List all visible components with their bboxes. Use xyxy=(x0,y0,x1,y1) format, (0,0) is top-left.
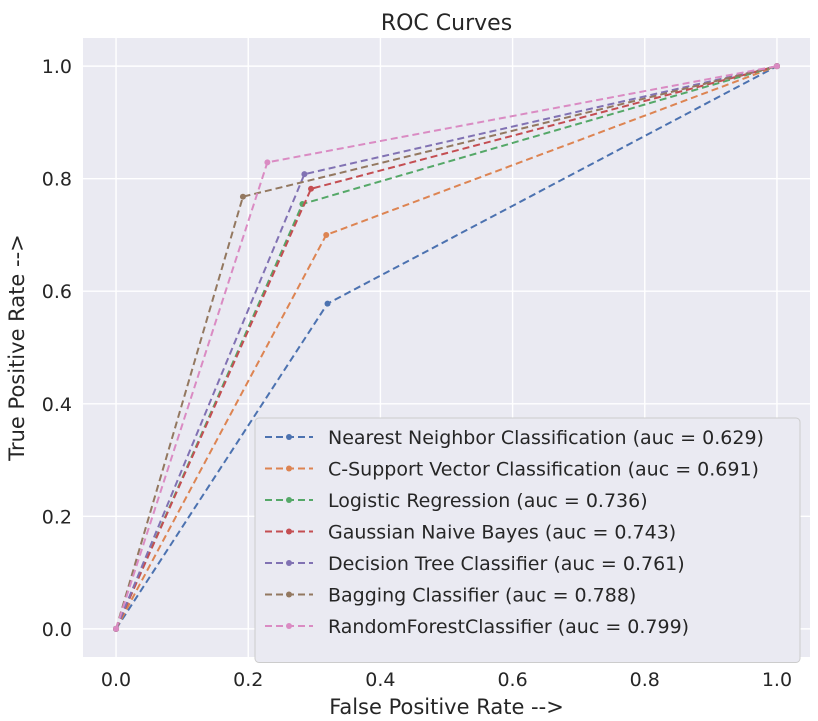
x-tick-label: 1.0 xyxy=(762,669,792,691)
x-axis-label: False Positive Rate --> xyxy=(329,695,564,719)
series-group xyxy=(113,63,780,632)
legend-label: Decision Tree Classifier (auc = 0.761) xyxy=(328,553,685,575)
y-tick-label: 0.4 xyxy=(42,394,72,416)
legend-label: RandomForestClassifier (auc = 0.799) xyxy=(328,616,689,638)
legend-marker xyxy=(286,591,292,598)
legend-label: C-Support Vector Classification (auc = 0… xyxy=(328,459,759,481)
legend-item: Nearest Neighbor Classification (auc = 0… xyxy=(265,427,764,449)
legend-marker xyxy=(286,560,292,566)
legend-marker xyxy=(286,623,292,629)
legend-frame xyxy=(254,417,801,663)
legend-marker xyxy=(286,528,292,535)
ticks: 0.0 0.2 0.4 0.6 0.8 1.0 0.0 0.2 0.4 0.6 0.8 1.0 xyxy=(42,56,792,691)
legend-label: Logistic Regression (auc = 0.736) xyxy=(328,490,648,512)
y-axis-label: True Positive Rate --> xyxy=(5,234,29,462)
data-point xyxy=(264,159,271,166)
legend-marker xyxy=(286,434,292,440)
legend-marker xyxy=(286,465,292,472)
chart-title: ROC Curves xyxy=(381,11,512,36)
legend-item: C-Support Vector Classification (auc = 0… xyxy=(265,459,759,481)
x-tick-label: 0.2 xyxy=(233,669,263,691)
data-point xyxy=(323,231,330,238)
x-tick-label: 0.0 xyxy=(101,669,131,691)
legend: Nearest Neighbor Classification (auc = 0… xyxy=(254,417,801,663)
data-point xyxy=(308,185,315,192)
series-line xyxy=(115,65,778,630)
legend-label: Bagging Classifier (auc = 0.788) xyxy=(328,585,636,607)
legend-item: Logistic Regression (auc = 0.736) xyxy=(265,490,648,512)
y-tick-label: 0.0 xyxy=(42,619,72,641)
series-line xyxy=(115,65,778,630)
legend-label: Gaussian Naive Bayes (auc = 0.743) xyxy=(328,522,676,544)
x-tick-label: 0.8 xyxy=(630,669,660,691)
legend-item: RandomForestClassifier (auc = 0.799) xyxy=(265,616,689,638)
y-tick-label: 1.0 xyxy=(42,56,72,78)
data-point xyxy=(239,193,246,200)
x-tick-label: 0.6 xyxy=(497,669,527,691)
series-line xyxy=(115,65,778,630)
y-tick-label: 0.6 xyxy=(42,281,72,303)
legend-item: Gaussian Naive Bayes (auc = 0.743) xyxy=(265,522,676,544)
data-point xyxy=(773,63,780,70)
data-point xyxy=(324,300,331,307)
legend-item: Decision Tree Classifier (auc = 0.761) xyxy=(265,553,685,575)
data-point xyxy=(301,171,308,178)
legend-label: Nearest Neighbor Classification (auc = 0… xyxy=(328,427,764,449)
data-point xyxy=(113,625,120,632)
y-tick-label: 0.8 xyxy=(42,169,72,191)
series-7 xyxy=(113,63,780,632)
legend-item: Bagging Classifier (auc = 0.788) xyxy=(265,585,636,607)
legend-marker xyxy=(286,497,292,503)
x-tick-label: 0.4 xyxy=(365,669,395,691)
y-tick-label: 0.2 xyxy=(42,506,72,528)
